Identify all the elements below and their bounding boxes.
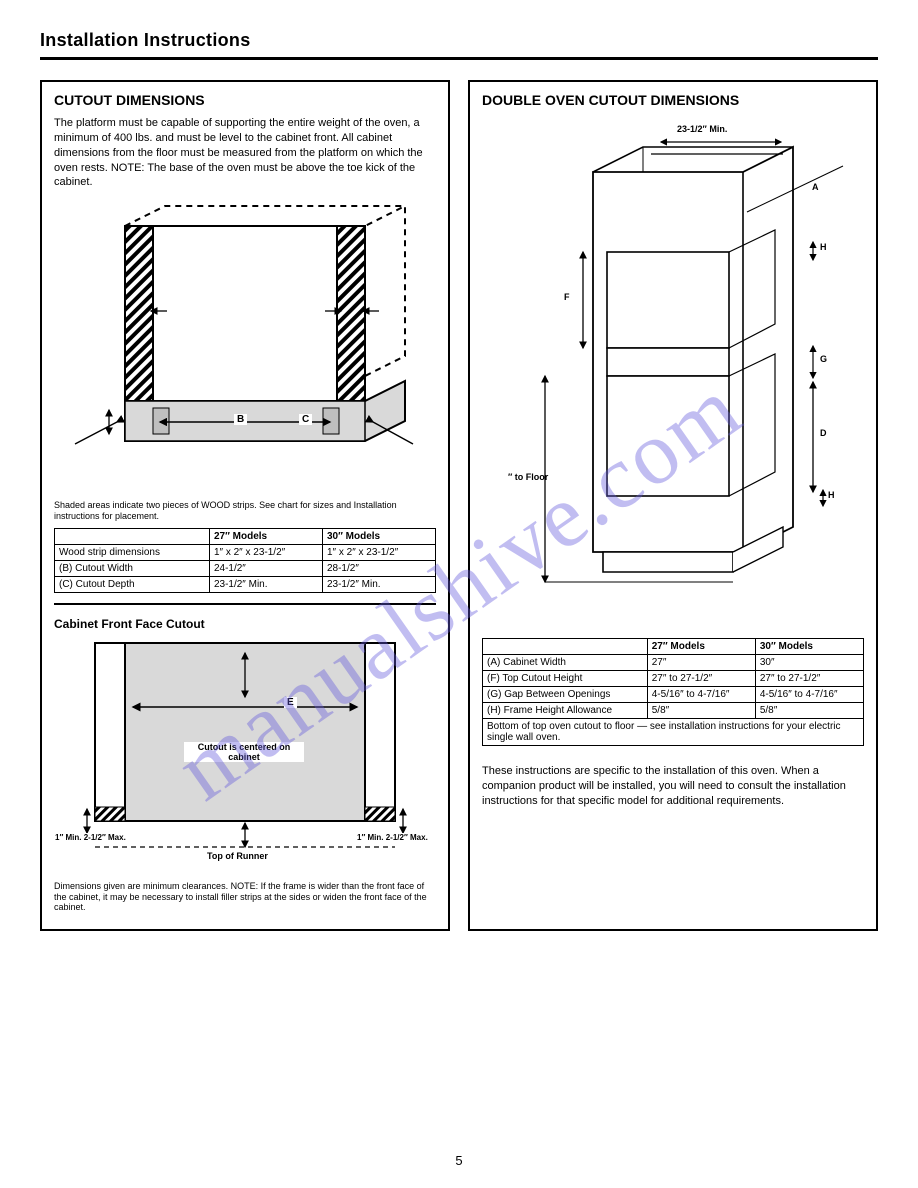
left-inner-rule <box>54 603 436 605</box>
page-title: Installation Instructions <box>40 30 878 51</box>
t1-h1: 27″ Models <box>209 528 322 544</box>
table1: 27″ Models 30″ Models Wood strip dimensi… <box>54 528 436 593</box>
r-lbl-depth: 23-1/2″ Min. <box>677 124 727 134</box>
table-row: (B) Cutout Width 24-1/2″ 28-1/2″ <box>55 560 436 576</box>
fig-double-cabinet-svg <box>482 112 864 632</box>
table-row: (F) Top Cutout Height 27″ to 27-1/2″ 27″… <box>483 671 864 687</box>
right-title: DOUBLE OVEN CUTOUT DIMENSIONS <box>482 92 864 108</box>
r-lbl-H: H <box>820 242 827 252</box>
fig-cutout-iso: B C <box>54 196 436 496</box>
table-row: (C) Cutout Depth 23-1/2″ Min. 23-1/2″ Mi… <box>55 576 436 592</box>
fig-cutout-iso-svg <box>54 196 436 496</box>
fig2-E: E <box>284 697 297 708</box>
table-row: Wood strip dimensions 1″ x 2″ x 23-1/2″ … <box>55 544 436 560</box>
fig1-caption: Shaded areas indicate two pieces of WOOD… <box>54 500 436 522</box>
right-body: These instructions are specific to the i… <box>482 764 864 809</box>
fig2-below: Top of Runner <box>204 851 271 861</box>
r-lbl-D: D <box>820 428 827 438</box>
fig2-center-note: Cutout is centered on cabinet <box>184 742 304 762</box>
header-rule <box>40 57 878 60</box>
fig-front-cutout: E Cutout is centered on cabinet 1″ Min. … <box>54 637 436 877</box>
table-row: (G) Gap Between Openings 4-5/16″ to 4-7/… <box>483 687 864 703</box>
table2-wrap: 27″ Models 30″ Models (A) Cabinet Width … <box>482 638 864 746</box>
t1-h2: 30″ Models <box>322 528 435 544</box>
left-subhead: Cabinet Front Face Cutout <box>54 617 436 631</box>
left-body: The platform must be capable of supporti… <box>54 116 436 190</box>
fig-double-cabinet: 23-1/2″ Min. A F H G D H ″ to Floor <box>482 112 864 632</box>
table-row: (H) Frame Height Allowance 5/8″ 5/8″ <box>483 703 864 719</box>
t2-h2: 30″ Models <box>755 639 863 655</box>
fig1-label-C: C <box>299 414 312 425</box>
r-lbl-G: G <box>820 354 827 364</box>
table2: 27″ Models 30″ Models (A) Cabinet Width … <box>482 638 864 746</box>
r-lbl-F: F <box>564 292 570 302</box>
table1-wrap: 27″ Models 30″ Models Wood strip dimensi… <box>54 528 436 593</box>
t2-h0 <box>483 639 648 655</box>
left-title: CUTOUT DIMENSIONS <box>54 92 436 108</box>
t2-h1: 27″ Models <box>647 639 755 655</box>
col-left: CUTOUT DIMENSIONS The platform must be c… <box>40 80 450 931</box>
r-lbl-H2: H <box>828 490 835 500</box>
left-note: Dimensions given are minimum clearances.… <box>54 881 436 913</box>
fig2-bl: 1″ Min. 2-1/2″ Max. <box>52 833 129 842</box>
columns: CUTOUT DIMENSIONS The platform must be c… <box>40 80 878 931</box>
page-number: 5 <box>455 1153 462 1168</box>
fig2-br: 1″ Min. 2-1/2″ Max. <box>354 833 431 842</box>
table-row: (A) Cabinet Width 27″ 30″ <box>483 655 864 671</box>
fig1-label-B: B <box>234 414 247 425</box>
t1-h0 <box>55 528 210 544</box>
table-row: Bottom of top oven cutout to floor — see… <box>483 719 864 746</box>
r-lbl-A: A <box>812 182 819 192</box>
col-right: DOUBLE OVEN CUTOUT DIMENSIONS <box>468 80 878 931</box>
r-lbl-floor: ″ to Floor <box>508 472 548 482</box>
